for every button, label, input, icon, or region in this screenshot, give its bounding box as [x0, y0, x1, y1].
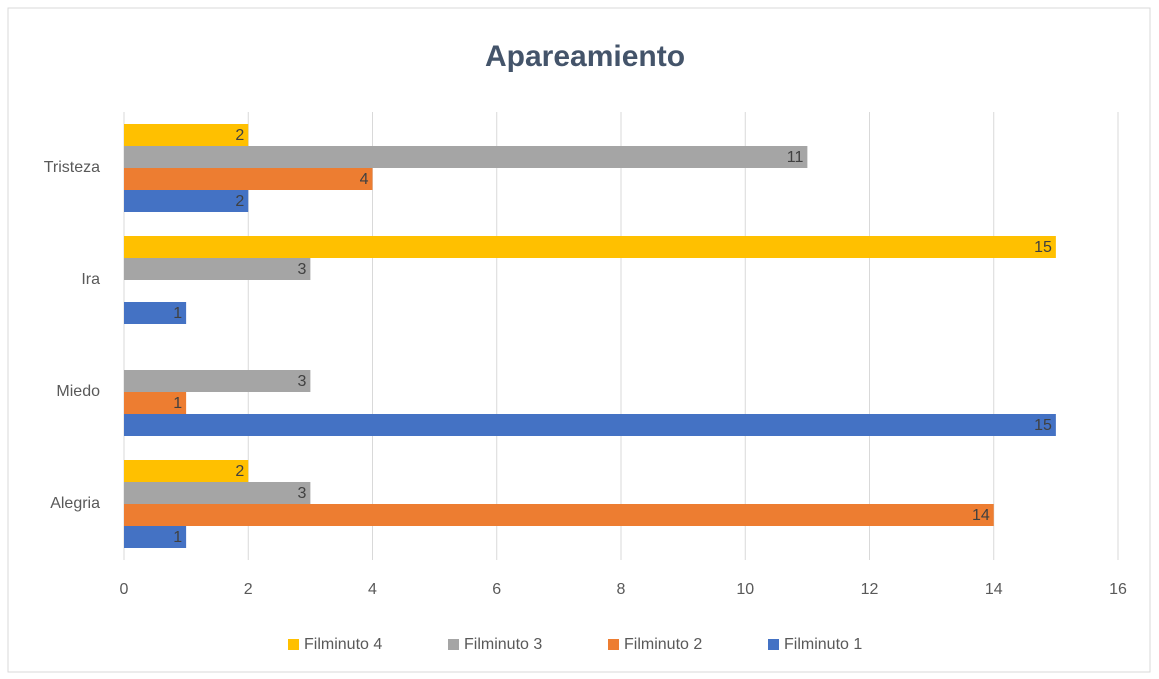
- legend-label: Filminuto 4: [304, 636, 382, 653]
- x-tick-label: 2: [244, 581, 253, 598]
- legend-label: Filminuto 3: [464, 636, 542, 653]
- bar: [124, 526, 187, 548]
- x-tick-label: 0: [120, 581, 129, 598]
- x-tick-label: 14: [985, 581, 1003, 598]
- x-tick-label: 4: [368, 581, 377, 598]
- legend-label: Filminuto 2: [624, 636, 702, 653]
- data-label: 3: [297, 373, 306, 390]
- y-tick-label: Ira: [81, 271, 100, 288]
- y-tick-label: Tristeza: [44, 159, 100, 176]
- chart-border: [7, 7, 1151, 673]
- y-tick-label: Alegria: [50, 495, 100, 512]
- bar: [124, 146, 808, 168]
- legend-swatch: [288, 639, 299, 650]
- bar: [124, 236, 1056, 258]
- legend-swatch: [768, 639, 779, 650]
- data-label: 3: [297, 261, 306, 278]
- data-label: 3: [297, 485, 306, 502]
- data-label: 2: [235, 127, 244, 144]
- x-tick-label: 6: [492, 581, 501, 598]
- y-tick-label: Miedo: [56, 383, 100, 400]
- legend-swatch: [608, 639, 619, 650]
- bar: [124, 482, 311, 504]
- data-label: 2: [235, 193, 244, 210]
- bar: [124, 190, 249, 212]
- bar: [124, 392, 187, 414]
- data-label: 1: [173, 305, 182, 322]
- data-label: 15: [1034, 239, 1052, 256]
- chart-title: Apareamiento: [485, 40, 685, 73]
- data-label: 11: [787, 149, 804, 166]
- data-label: 14: [972, 507, 990, 524]
- data-label: 2: [235, 463, 244, 480]
- x-tick-label: 10: [736, 581, 754, 598]
- legend-label: Filminuto 1: [784, 636, 862, 653]
- legend-swatch: [448, 639, 459, 650]
- bar: [124, 460, 249, 482]
- data-label: 1: [173, 529, 182, 546]
- data-label: 1: [173, 395, 182, 412]
- bar: [124, 504, 994, 526]
- bar: [124, 370, 311, 392]
- bar: [124, 414, 1056, 436]
- x-tick-label: 12: [861, 581, 879, 598]
- data-label: 4: [360, 171, 369, 188]
- bar: [124, 124, 249, 146]
- x-tick-label: 16: [1109, 581, 1127, 598]
- data-label: 15: [1034, 417, 1052, 434]
- bar: [124, 302, 187, 324]
- x-tick-label: 8: [617, 581, 626, 598]
- bar: [124, 168, 373, 190]
- bar: [124, 258, 311, 280]
